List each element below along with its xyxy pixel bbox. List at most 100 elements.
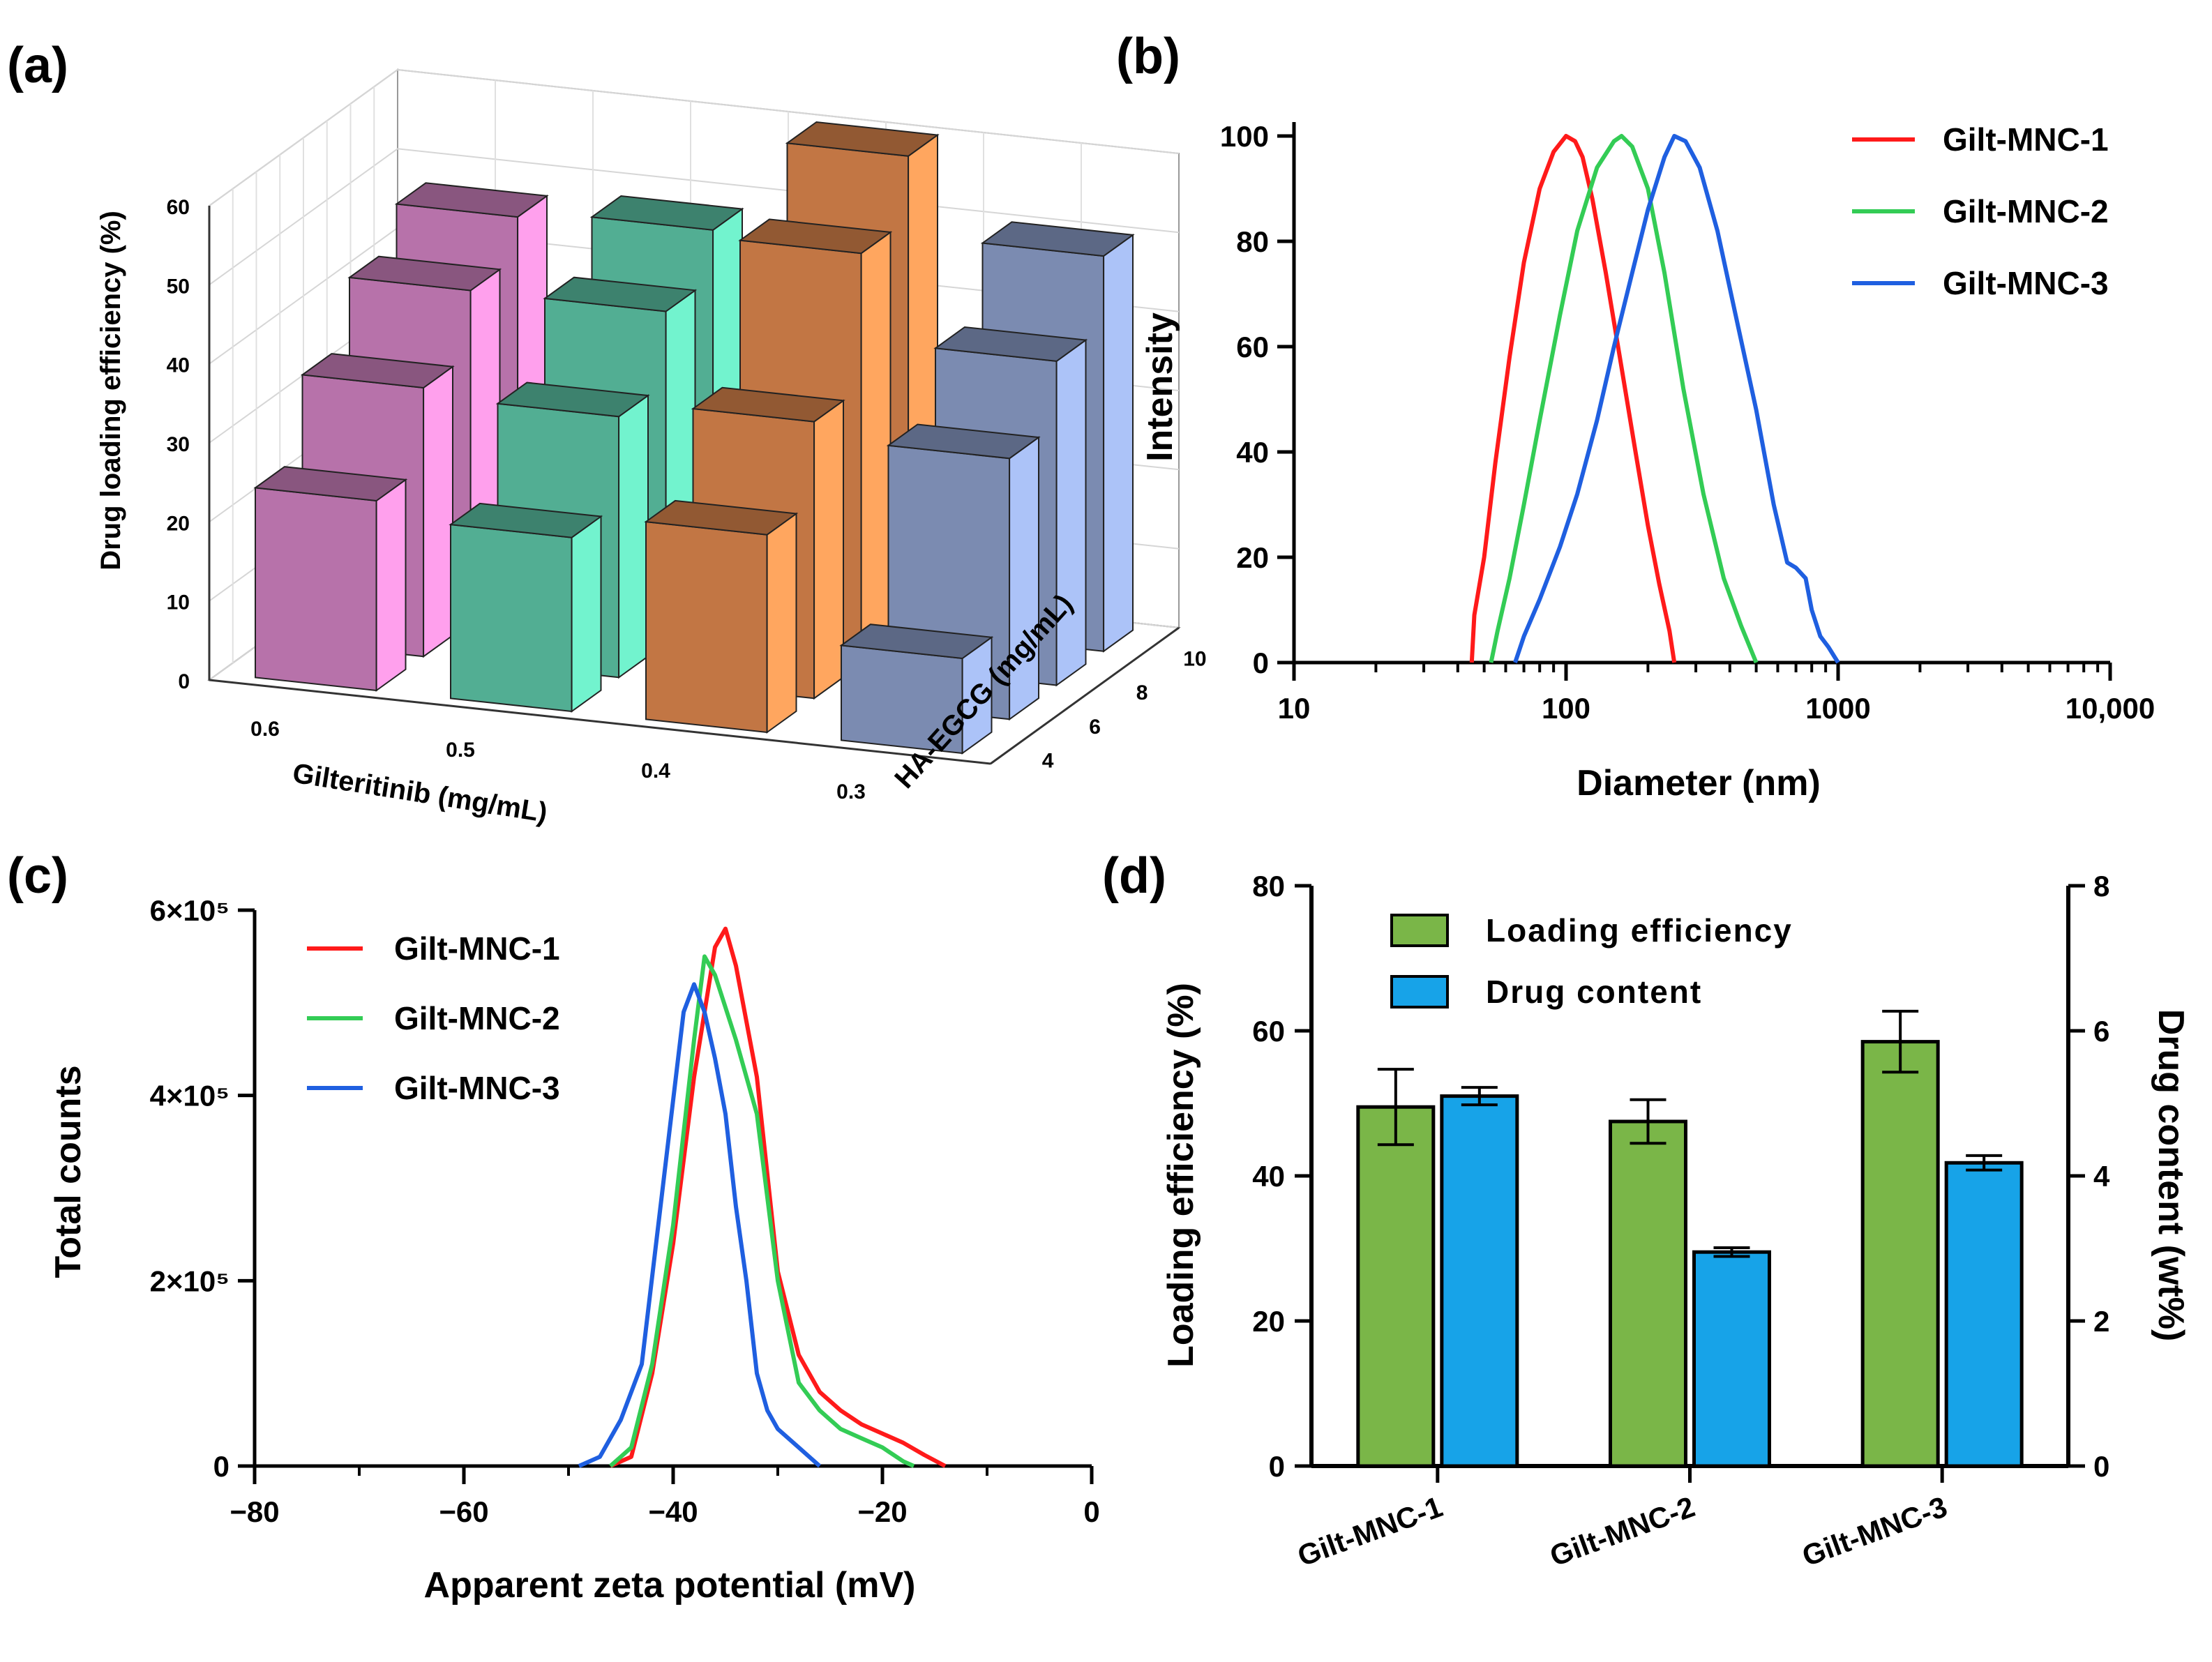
b-y-tick-label: 40	[1236, 436, 1269, 469]
b-series-line	[1513, 134, 1840, 664]
a-bar-top-face	[495, 381, 650, 418]
a-x-axis-title: Gilteritinib (mg/mL)	[290, 758, 549, 829]
d-y-tick-label-left: 80	[1252, 870, 1285, 902]
panel-label-c: (c)	[7, 848, 68, 904]
c-y-tick-label: 4×10⁵	[150, 1080, 230, 1112]
a-bar-top-face	[980, 221, 1135, 257]
d-legend: Loading efficiency Drug content	[1390, 912, 1793, 1010]
d-bar	[1356, 1105, 1436, 1468]
a-bar-top-face	[785, 121, 940, 157]
d-bar	[1440, 1094, 1519, 1468]
a-bar-side-face	[1103, 233, 1134, 653]
a-y-tick-label: 10	[1183, 647, 1206, 670]
c-legend-label: Gilt-MNC-2	[394, 1000, 560, 1036]
a-bar-top-face	[449, 502, 603, 538]
panel-b-line-chart: (b) 10 100 1000 10,000 0 20 40 60 80 100 Gilt-MNC…	[1116, 29, 2155, 803]
a-bar-top-face	[589, 195, 744, 231]
b-series-line	[1489, 134, 1759, 664]
b-x-tick-label: 1000	[1805, 692, 1870, 725]
a-y-tick-label: 6	[1089, 716, 1101, 739]
a-bar-side-face	[766, 512, 797, 734]
a-z-tick-label: 20	[167, 512, 190, 535]
c-x-tick-label: −40	[648, 1495, 698, 1528]
c-y-tick-label: 6×10⁵	[150, 894, 230, 927]
b-axes: 10 100 1000 10,000 0 20 40 60 80 100	[1220, 120, 2155, 725]
a-axis-line	[209, 679, 991, 765]
a-x-tick-label: 0.5	[446, 739, 475, 762]
a-x-tick-label: 0.6	[250, 718, 280, 741]
d-bar	[1609, 1119, 1687, 1468]
b-legend: Gilt-MNC-1 Gilt-MNC-2 Gilt-MNC-3	[1852, 121, 2109, 301]
a-z-tick-label: 30	[167, 433, 190, 456]
b-y-tick-label: 80	[1236, 225, 1269, 258]
a-bar-side-face	[1055, 338, 1087, 687]
a-z-tick-label: 10	[167, 591, 190, 614]
a-z-gridline	[209, 68, 1180, 206]
d-y-axis-title-left: Loading efficiency (%)	[1161, 983, 1201, 1368]
d-y-tick-label-left: 20	[1252, 1305, 1285, 1338]
d-y-tick-label-left: 60	[1252, 1015, 1285, 1048]
panel-d-grouped-bar-chart: (d) 0 20 40 60 80 0 2 4 6 8 Gilt-MNC-1 Gilt-MNC-2 Gi…	[1102, 848, 2191, 1573]
a-bar-top-face	[933, 326, 1088, 362]
a-bar-top-face	[886, 423, 1041, 460]
d-x-tick-label: Gilt-MNC-2	[1546, 1490, 1699, 1572]
c-x-axis-title: Apparent zeta potential (mV)	[424, 1565, 916, 1606]
a-z-tick-label: 60	[167, 196, 190, 219]
b-legend-label: Gilt-MNC-1	[1943, 121, 2109, 158]
a-z-tick-label: 0	[178, 670, 190, 693]
panel-a-3d-bar-chart: (a) 0 10 20 30 40 50 60 0.6 0.5 0.4 0.3 4 6 8 10 Drug …	[7, 38, 1207, 829]
c-y-axis-title: Total counts	[48, 1065, 89, 1278]
a-bar-top-face	[691, 386, 845, 423]
a-bar-side-face	[571, 515, 602, 713]
b-y-tick-label: 60	[1236, 331, 1269, 363]
a-axis-line	[990, 626, 1180, 765]
d-y-tick-label-right: 8	[2093, 870, 2109, 902]
b-y-tick-label: 20	[1236, 541, 1269, 574]
a-y-tick-label: 8	[1136, 681, 1148, 704]
a-bar-top-face	[394, 182, 549, 218]
d-y-tick-label-right: 0	[2093, 1450, 2109, 1483]
d-y-axis-title-right: Drug content (wt%)	[2151, 1009, 2191, 1342]
b-y-tick-label: 0	[1253, 647, 1269, 679]
a-bar	[449, 502, 603, 713]
a-bar-top-face	[839, 624, 994, 660]
c-y-tick-label: 0	[213, 1450, 230, 1483]
b-y-axis-title: Intensity	[1140, 312, 1180, 462]
c-legend: Gilt-MNC-1 Gilt-MNC-2 Gilt-MNC-3	[307, 930, 560, 1106]
panel-c-line-chart: (c) −80 −60 −40 −20 0 0 2×10⁵ 4×10⁵ 6×10⁵ Gilt-M…	[7, 848, 1100, 1606]
d-legend-swatch	[1390, 975, 1449, 1008]
a-bar-side-face	[860, 231, 891, 666]
a-bar	[839, 624, 994, 755]
c-y-tick-label: 2×10⁵	[150, 1264, 230, 1297]
a-z-axis-title: Drug loading efficiency (%)	[96, 211, 126, 571]
b-legend-label: Gilt-MNC-2	[1943, 193, 2109, 229]
d-y-tick-label-right: 4	[2093, 1160, 2110, 1193]
b-series-line	[1469, 134, 1677, 663]
c-x-tick-label: −80	[230, 1495, 279, 1528]
a-bar-side-face	[375, 478, 407, 692]
b-x-tick-label: 100	[1542, 692, 1590, 725]
a-bar-side-face	[618, 394, 649, 679]
a-bar-top-face	[738, 218, 893, 255]
b-x-tick-label: 10,000	[2066, 692, 2155, 725]
d-x-tick-label: Gilt-MNC-3	[1798, 1490, 1951, 1572]
d-legend-label: Loading efficiency	[1486, 912, 1793, 949]
a-bar-top-face	[253, 466, 408, 502]
a-tick-labels: 0 10 20 30 40 50 60 0.6 0.5 0.4 0.3 4 6 8 10	[167, 196, 1207, 803]
d-y-tick-label-right: 6	[2093, 1015, 2109, 1048]
c-x-tick-label: 0	[1083, 1495, 1099, 1528]
a-bar-front-face	[645, 520, 768, 734]
c-axes: −80 −60 −40 −20 0 0 2×10⁵ 4×10⁵ 6×10⁵	[150, 894, 1100, 1528]
d-y-tick-label-left: 0	[1269, 1450, 1285, 1483]
c-legend-label: Gilt-MNC-1	[394, 930, 560, 967]
b-x-tick-label: 10	[1278, 692, 1311, 725]
a-x-tick-label: 0.3	[836, 780, 866, 803]
panel-label-d: (d)	[1102, 848, 1166, 904]
c-legend-label: Gilt-MNC-3	[394, 1070, 560, 1106]
d-x-tick-label: Gilt-MNC-1	[1293, 1490, 1447, 1572]
a-bar	[253, 466, 408, 692]
a-x-tick-label: 0.4	[641, 760, 670, 783]
a-bar-top-face	[300, 353, 455, 389]
c-x-tick-label: −20	[857, 1495, 907, 1528]
